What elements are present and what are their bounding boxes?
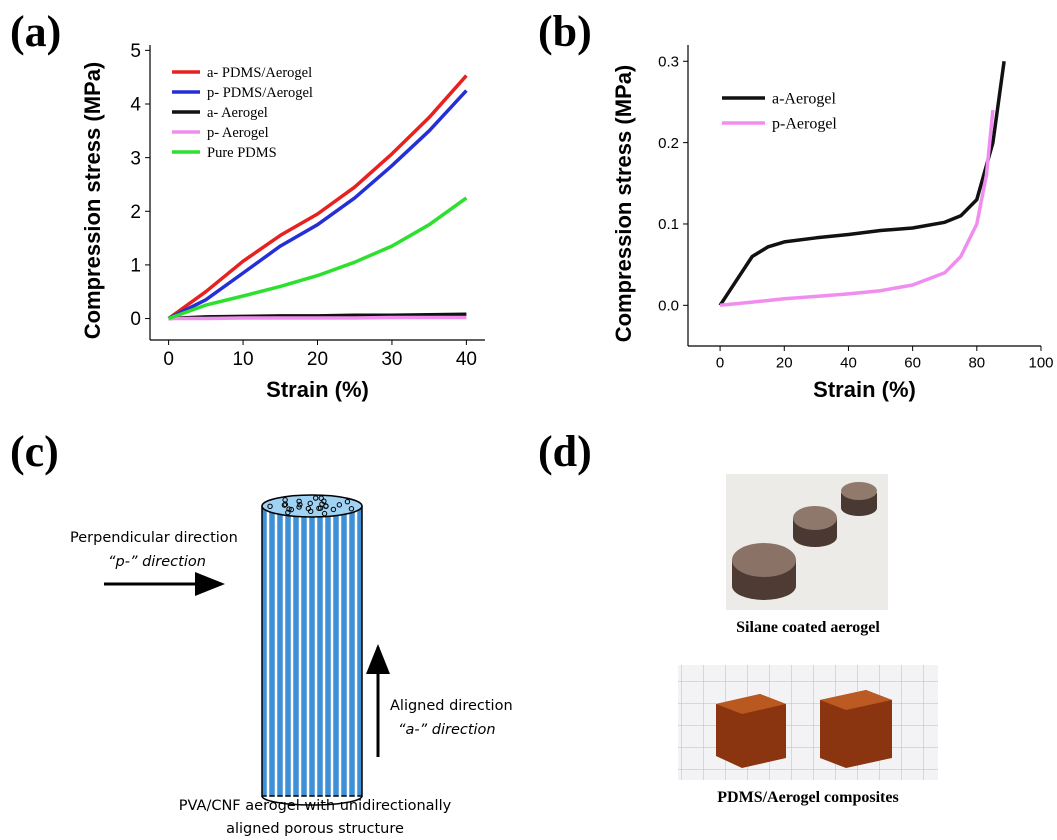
figure: (a) (b) (c) (d) Perpendicular direction … [0,0,1057,840]
y-tick-label: 0.3 [658,54,679,71]
y-tick-label: 0.1 [658,216,679,233]
label: “p-” direction [108,554,206,570]
y-axis-title: Compression stress (MPa) [80,62,105,340]
panel-label: (a) [10,7,61,56]
legend-label: p- Aerogel [207,125,269,141]
cylinder-top [262,495,362,517]
label: Perpendicular direction [70,530,238,546]
x-tick-label: 20 [776,355,793,372]
y-tick-label: 0.0 [658,298,679,315]
legend-label: p- PDMS/Aerogel [207,85,313,101]
legend-label: Pure PDMS [207,145,277,161]
y-tick-label: 0 [130,309,141,330]
x-tick-label: 0 [716,355,724,372]
x-tick-label: 100 [1028,355,1053,372]
series-line [169,318,467,319]
y-axis-title: Compression stress (MPa) [611,65,636,343]
x-tick-label: 60 [904,355,921,372]
x-axis-title: Strain (%) [266,377,369,402]
panel-label: (b) [538,7,592,56]
legend-label: a-Aerogel [772,91,837,108]
y-tick-label: 5 [130,41,141,62]
panel-label: (c) [10,427,59,476]
label: Aligned direction [390,698,513,714]
photo [678,665,938,780]
caption: Silane coated aerogel [736,619,880,636]
y-tick-label: 4 [130,95,141,116]
caption: PVA/CNF aerogel with unidirectionally [179,798,452,814]
diagram: Perpendicular direction “p-” direction A… [70,495,513,837]
photo [726,474,888,610]
x-tick-label: 40 [456,349,477,370]
legend-label: p-Aerogel [772,116,837,133]
x-tick-label: 0 [163,349,174,370]
panel-label: (d) [538,427,592,476]
x-axis-title: Strain (%) [813,377,916,402]
caption: aligned porous structure [226,821,404,837]
y-tick-label: 2 [130,202,141,223]
cylinder [262,495,362,805]
x-tick-label: 30 [381,349,402,370]
x-tick-label: 10 [232,349,253,370]
label: “a-” direction [398,722,496,738]
legend-label: a- PDMS/Aerogel [207,65,312,81]
x-tick-label: 40 [840,355,857,372]
y-tick-label: 0.2 [658,135,679,152]
legend-label: a- Aerogel [207,105,268,121]
x-tick-label: 20 [307,349,328,370]
x-tick-label: 80 [968,355,985,372]
y-tick-label: 3 [130,148,141,169]
caption: PDMS/Aerogel composites [717,789,898,806]
y-tick-label: 1 [130,256,141,277]
series-line [720,110,993,305]
